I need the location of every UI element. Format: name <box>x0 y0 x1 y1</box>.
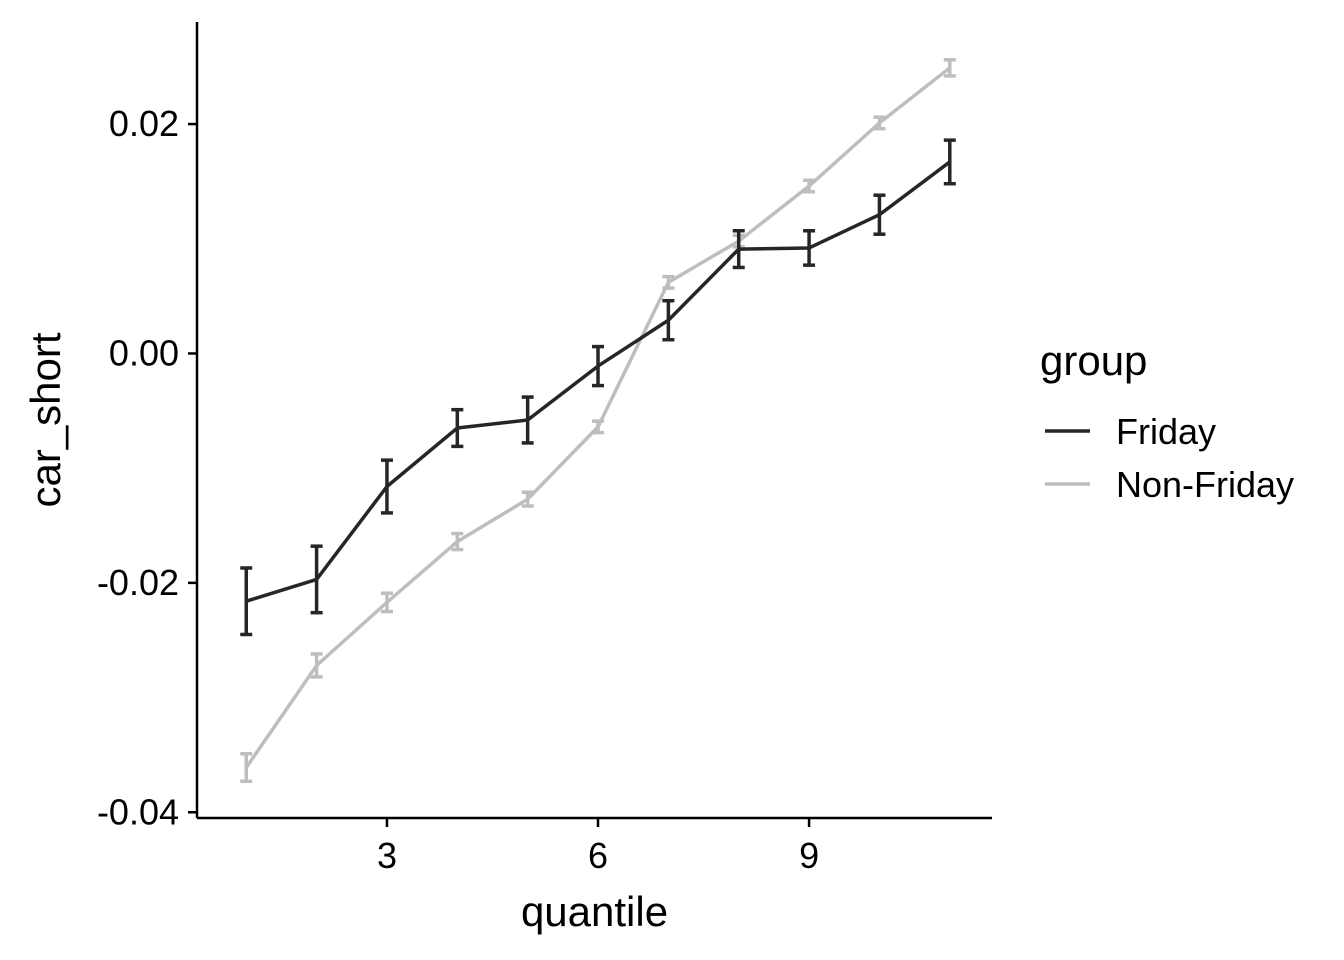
legend-entries: Friday Non-Friday <box>1045 411 1294 505</box>
legend-title: group <box>1040 337 1147 384</box>
error-bar-non-friday <box>451 531 464 552</box>
error-bar-friday <box>732 228 745 270</box>
y-tick-label: 0.00 <box>109 332 179 373</box>
x-axis-title: quantile <box>521 888 668 935</box>
error-bar-non-friday <box>873 115 886 131</box>
y-axis-ticks: -0.04 -0.02 0.00 0.02 <box>97 103 197 832</box>
error-bar-non-friday <box>240 752 253 784</box>
error-bar-friday <box>451 407 464 449</box>
series-friday <box>240 138 956 637</box>
legend: group Friday Non-Friday <box>1040 337 1294 505</box>
series-non-friday <box>240 58 956 784</box>
error-bar-friday <box>380 458 393 515</box>
series-layer <box>240 58 956 784</box>
y-tick-label: -0.04 <box>97 791 179 832</box>
error-bar-friday <box>873 193 886 236</box>
error-bar-friday <box>803 228 816 267</box>
error-bar-non-friday <box>662 274 675 290</box>
x-axis-ticks: 3 6 9 <box>377 818 819 876</box>
x-tick-label: 9 <box>799 835 819 876</box>
y-tick-label: -0.02 <box>97 562 179 603</box>
plot-area: -0.04 -0.02 0.00 0.02 3 6 9 <box>97 22 992 876</box>
error-bar-friday <box>662 298 675 342</box>
x-tick-label: 3 <box>377 835 397 876</box>
error-bar-non-friday <box>521 490 534 508</box>
error-bar-friday <box>310 544 323 615</box>
error-bar-non-friday <box>310 652 323 679</box>
series-line-non-friday <box>244 66 951 769</box>
error-bar-non-friday <box>380 591 393 614</box>
error-bar-friday <box>240 566 253 637</box>
error-bar-non-friday <box>943 58 956 78</box>
error-bar-non-friday <box>592 419 605 435</box>
legend-entry-non-friday: Non-Friday <box>1045 464 1294 505</box>
error-bar-friday <box>592 344 605 388</box>
x-tick-label: 6 <box>588 835 608 876</box>
legend-label-non-friday: Non-Friday <box>1116 464 1294 505</box>
error-bar-friday <box>943 138 956 186</box>
legend-entry-friday: Friday <box>1045 411 1216 452</box>
error-bar-friday <box>521 395 534 445</box>
legend-label-friday: Friday <box>1116 411 1216 452</box>
y-tick-label: 0.02 <box>109 103 179 144</box>
error-bar-non-friday <box>803 178 816 194</box>
y-axis-title: car_short <box>22 332 69 507</box>
